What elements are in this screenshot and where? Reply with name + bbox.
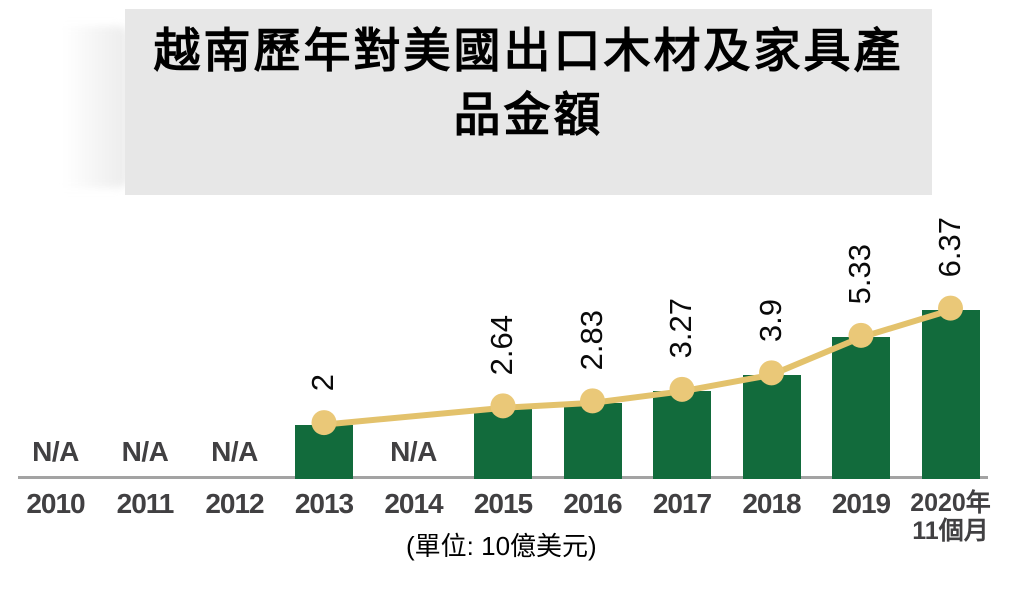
bar-2015 — [474, 407, 532, 479]
bar-2019 — [832, 337, 890, 479]
unit-note: (單位: 10億美元) — [406, 531, 597, 561]
value-label-2019: 5.33 — [842, 244, 877, 305]
year-label-2015: 2015 — [473, 488, 533, 519]
na-label-2014: N/A — [390, 436, 437, 467]
value-label-2013: 2 — [305, 374, 340, 392]
value-label-2018: 3.9 — [752, 298, 788, 342]
value-label-2016: 2.83 — [573, 309, 609, 370]
chart-title: 越南歷年對美國出口木材及家具產 品金額 — [125, 9, 932, 195]
na-label-2012: N/A — [211, 436, 258, 467]
year-label-2011: 2011 — [116, 488, 175, 519]
year-label-2020: 2020年 11個月 — [910, 489, 991, 545]
year-label-2013: 2013 — [294, 488, 354, 519]
na-label-2010: N/A — [32, 436, 79, 467]
value-label-2017: 3.27 — [663, 297, 698, 359]
bar-2013 — [295, 424, 353, 479]
title-shadow — [46, 26, 128, 188]
bar-2016 — [563, 402, 622, 479]
year-label-2010: 2010 — [26, 488, 85, 519]
bar-2017 — [653, 391, 711, 479]
year-label-2017: 2017 — [652, 488, 712, 519]
bar-2018 — [742, 374, 801, 479]
year-label-2016: 2016 — [563, 488, 622, 519]
chart-title-line2: 品金額 — [453, 88, 604, 141]
year-label-2019: 2019 — [831, 488, 891, 519]
chart-title-line1: 越南歷年對美國出口木材及家具產 — [153, 24, 904, 77]
value-label-2015: 2.64 — [484, 314, 519, 375]
value-label-2020: 6.37 — [931, 216, 967, 278]
year-label-2018: 2018 — [742, 488, 801, 519]
bar-2020 — [921, 310, 980, 479]
na-label-2011: N/A — [121, 436, 169, 467]
year-label-2012: 2012 — [205, 488, 264, 519]
year-label-2014: 2014 — [384, 488, 443, 519]
